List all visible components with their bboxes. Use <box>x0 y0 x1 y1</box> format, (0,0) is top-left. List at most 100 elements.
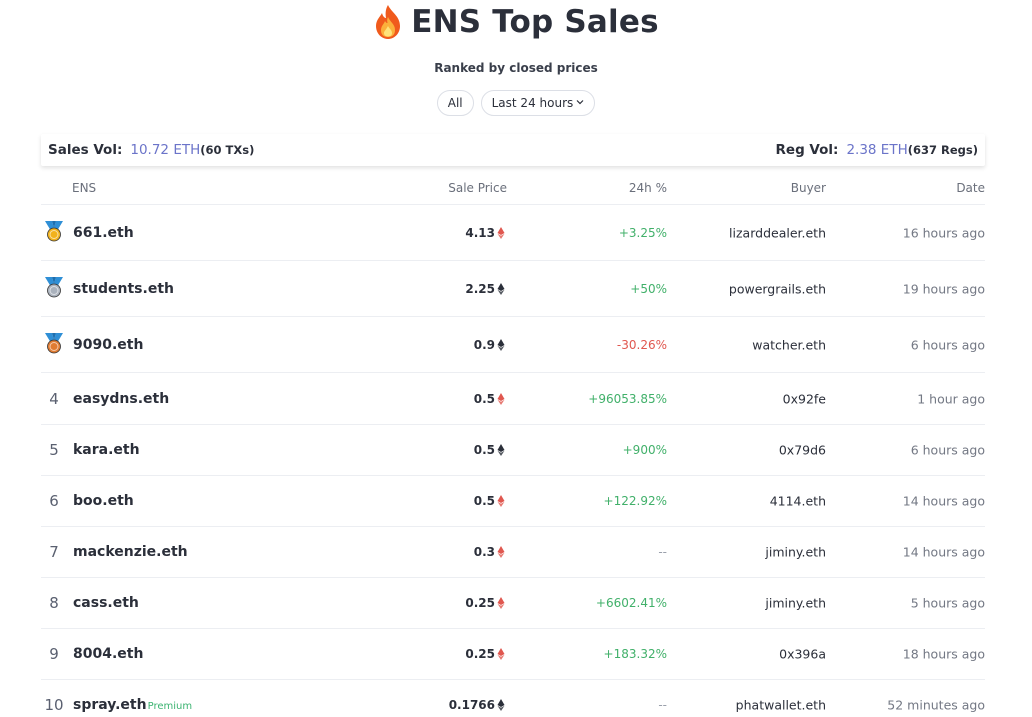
sale-price: 0.3 <box>474 545 505 559</box>
reg-count: (637 Regs) <box>907 143 978 157</box>
sale-price: 4.13 <box>465 226 505 240</box>
eth-icon <box>497 597 505 609</box>
page-subtitle: Ranked by closed prices <box>434 61 598 75</box>
ens-name: 661.eth <box>73 224 134 241</box>
ens-name-link[interactable]: boo.eth <box>73 493 134 509</box>
sale-price-value: 0.5 <box>473 391 495 406</box>
buyer-link[interactable]: powergrails.eth <box>728 281 826 296</box>
table-row[interactable]: 9090.eth 0.9 -30.26% watcher.eth 6 hours ago <box>41 317 985 373</box>
sale-price-value: 4.13 <box>465 225 495 240</box>
period-dropdown[interactable]: Last 24 hours <box>480 90 596 116</box>
ens-name: mackenzie.eth <box>73 544 188 560</box>
sale-date: 1 hour ago <box>917 391 985 406</box>
volume-stats-bar: Sales Vol: 10.72 ETH (60 TXs) Reg Vol: 2… <box>41 134 985 166</box>
table-body: 661.eth 4.13 +3.25% lizarddealer.eth 16 hour… <box>41 205 985 717</box>
medal-silver-icon <box>41 276 67 302</box>
filter-all-label: All <box>447 96 463 110</box>
eth-icon <box>497 392 505 405</box>
page-title: ENS Top Sales <box>411 4 659 40</box>
period-label: Last 24 hours <box>491 96 574 110</box>
ens-name-link[interactable]: 661.eth <box>73 225 134 241</box>
table-row[interactable]: 9 8004.eth 0.25 +183.32% 0x396a 18 hours ago <box>41 629 985 680</box>
eth-icon <box>497 495 505 507</box>
rank-number: 7 <box>49 543 59 561</box>
ens-name-link[interactable]: mackenzie.eth <box>73 544 188 560</box>
ens-name: students.eth <box>73 280 174 297</box>
change-24h: -30.26% <box>616 337 667 352</box>
buyer-link[interactable]: phatwallet.eth <box>735 697 826 713</box>
table-row[interactable]: 10 spray.eth Premium 0.1766 -- phatwallet.eth… <box>41 680 985 717</box>
buyer-link[interactable]: 0x92fe <box>782 391 826 406</box>
change-24h: +900% <box>622 443 667 457</box>
filter-all-button[interactable]: All <box>436 90 474 116</box>
sale-price: 0.5 <box>474 443 505 457</box>
buyer-link[interactable]: 4114.eth <box>769 493 826 509</box>
sale-date: 6 hours ago <box>910 337 985 352</box>
rank-number: 9 <box>49 645 59 663</box>
column-header-date[interactable]: Date <box>956 181 985 195</box>
table-row[interactable]: 5 kara.eth 0.5 +900% 0x79d6 6 hours ago <box>41 425 985 476</box>
reg-volume-value: 2.38 ETH <box>846 142 908 158</box>
sale-price-value: 0.25 <box>465 647 495 661</box>
table-row[interactable]: 4 easydns.eth 0.5 +96053.85% 0x92fe 1 hour ag… <box>41 373 985 425</box>
table-row[interactable]: 8 cass.eth 0.25 +6602.41% jiminy.eth 5 hours … <box>41 578 985 629</box>
ens-name-link[interactable]: cass.eth <box>73 595 139 611</box>
ens-name: 9090.eth <box>73 336 144 353</box>
table-row[interactable]: 6 boo.eth 0.5 +122.92% 4114.eth 14 hours ago <box>41 476 985 527</box>
sale-price-value: 0.9 <box>473 337 495 352</box>
column-header-sale-price[interactable]: Sale Price <box>448 181 507 195</box>
buyer-link[interactable]: jiminy.eth <box>765 544 826 560</box>
ens-name-link[interactable]: kara.eth <box>73 442 140 458</box>
sale-price: 0.25 <box>465 647 505 661</box>
sale-price-value: 2.25 <box>465 281 495 296</box>
premium-badge: Premium <box>147 701 193 712</box>
sale-price-value: 0.25 <box>465 596 495 610</box>
buyer-link[interactable]: 0x396a <box>779 646 826 662</box>
sale-price-value: 0.5 <box>473 443 495 457</box>
change-24h: +183.32% <box>603 647 667 661</box>
rank-number: 4 <box>49 389 59 408</box>
reg-volume: Reg Vol: 2.38 ETH (637 Regs) <box>776 142 978 158</box>
ens-name-link[interactable]: 9090.eth <box>73 337 143 353</box>
change-24h: +122.92% <box>603 494 667 508</box>
sale-price: 0.1766 <box>449 698 505 712</box>
column-header-buyer[interactable]: Buyer <box>790 181 826 195</box>
buyer-link[interactable]: watcher.eth <box>752 337 826 352</box>
ens-name-link[interactable]: 8004.eth <box>73 646 143 662</box>
sale-date: 14 hours ago <box>902 544 985 560</box>
sale-price: 0.5 <box>474 494 505 508</box>
sale-price-value: 0.1766 <box>448 698 495 712</box>
table-row[interactable]: students.eth 2.25 +50% powergrails.eth 19 ho… <box>41 261 985 317</box>
buyer-link[interactable]: jiminy.eth <box>765 595 826 611</box>
buyer-link[interactable]: lizarddealer.eth <box>729 225 826 240</box>
sale-date: 5 hours ago <box>910 595 985 611</box>
sale-price: 0.9 <box>474 338 505 352</box>
sale-date: 18 hours ago <box>902 646 985 662</box>
column-header-24h-change[interactable]: 24h % <box>628 181 667 195</box>
ens-name-link[interactable]: students.eth <box>73 281 174 297</box>
rank-number: 5 <box>49 441 59 459</box>
sale-date: 6 hours ago <box>910 442 985 458</box>
table-header: ENS Sale Price 24h % Buyer Date <box>41 172 985 205</box>
sales-volume-label: Sales Vol: <box>48 142 123 158</box>
sale-price: 2.25 <box>465 282 505 296</box>
table-row[interactable]: 7 mackenzie.eth 0.3 -- jiminy.eth 14 hours ag… <box>41 527 985 578</box>
title-row: ENS Top Sales <box>0 4 1032 40</box>
eth-icon <box>497 546 505 558</box>
ens-name: easydns.eth <box>73 390 170 407</box>
sale-date: 19 hours ago <box>902 281 985 296</box>
sales-volume: Sales Vol: 10.72 ETH (60 TXs) <box>48 142 254 158</box>
table-row[interactable]: 661.eth 4.13 +3.25% lizarddealer.eth 16 hour… <box>41 205 985 261</box>
chevron-down-icon <box>576 91 584 115</box>
buyer-link[interactable]: 0x79d6 <box>778 442 826 458</box>
ens-name-link[interactable]: spray.eth Premium <box>73 697 192 713</box>
ens-name: boo.eth <box>73 493 134 509</box>
change-24h: +96053.85% <box>588 391 667 406</box>
eth-icon <box>497 226 505 239</box>
column-header-ens[interactable]: ENS <box>72 181 97 195</box>
eth-icon <box>497 444 505 456</box>
sale-date: 52 minutes ago <box>887 697 985 713</box>
ens-name-link[interactable]: easydns.eth <box>73 391 169 407</box>
sale-date: 14 hours ago <box>902 493 985 509</box>
eth-icon <box>497 338 505 351</box>
